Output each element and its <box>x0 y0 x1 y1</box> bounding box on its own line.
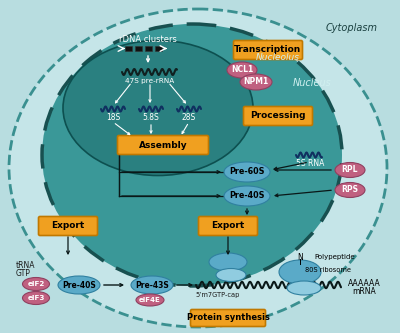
Ellipse shape <box>335 163 365 177</box>
FancyBboxPatch shape <box>198 216 258 235</box>
Text: Polypeptide: Polypeptide <box>314 254 355 260</box>
Text: eIF4E: eIF4E <box>139 297 161 303</box>
Text: AAAAAA: AAAAAA <box>348 279 380 288</box>
Text: 47S pre-rRNA: 47S pre-rRNA <box>125 78 175 84</box>
Text: Protein synthesis: Protein synthesis <box>186 313 270 322</box>
Ellipse shape <box>9 9 387 327</box>
FancyBboxPatch shape <box>244 107 312 126</box>
Bar <box>145 46 152 51</box>
Text: Pre-60S: Pre-60S <box>229 167 265 176</box>
Text: 28S: 28S <box>182 114 196 123</box>
FancyBboxPatch shape <box>190 309 266 326</box>
Bar <box>125 46 132 51</box>
Text: Processing: Processing <box>250 112 306 121</box>
Text: 5.8S: 5.8S <box>143 114 159 123</box>
Ellipse shape <box>131 276 173 294</box>
Ellipse shape <box>216 268 246 281</box>
Text: NPM1: NPM1 <box>243 78 269 87</box>
Bar <box>155 46 162 51</box>
Text: Pre-40S: Pre-40S <box>229 191 265 200</box>
Ellipse shape <box>224 186 270 206</box>
Ellipse shape <box>240 74 272 90</box>
Text: eIF3: eIF3 <box>27 295 45 301</box>
Ellipse shape <box>227 62 257 78</box>
Ellipse shape <box>287 281 321 295</box>
Text: 80S ribosome: 80S ribosome <box>305 267 351 273</box>
Text: Pre-40S: Pre-40S <box>62 280 96 289</box>
Text: Pre-43S: Pre-43S <box>135 280 169 289</box>
Ellipse shape <box>58 276 100 294</box>
Bar <box>135 46 142 51</box>
Text: eIF2: eIF2 <box>27 281 45 287</box>
Text: Export: Export <box>51 221 85 230</box>
Text: Nucleus: Nucleus <box>293 78 331 88</box>
Ellipse shape <box>335 182 365 197</box>
Text: mRNA: mRNA <box>352 287 376 296</box>
Text: RPL: RPL <box>342 166 358 174</box>
Ellipse shape <box>209 253 247 271</box>
Ellipse shape <box>22 277 50 290</box>
Ellipse shape <box>63 41 253 175</box>
Ellipse shape <box>42 24 342 286</box>
Text: 18S: 18S <box>106 114 120 123</box>
Text: GTP: GTP <box>16 268 31 277</box>
Text: Cytoplasm: Cytoplasm <box>326 23 378 33</box>
Text: Nucleolus: Nucleolus <box>256 54 300 63</box>
Ellipse shape <box>22 291 50 304</box>
Text: Export: Export <box>211 221 245 230</box>
Ellipse shape <box>224 162 270 182</box>
Ellipse shape <box>279 260 321 284</box>
Text: rDNA clusters: rDNA clusters <box>119 36 177 45</box>
Text: Assembly: Assembly <box>139 141 187 150</box>
Text: 5’m7GTP-cap: 5’m7GTP-cap <box>196 292 240 298</box>
FancyBboxPatch shape <box>234 41 302 60</box>
Text: NCL1: NCL1 <box>231 66 253 75</box>
Text: N: N <box>297 253 303 262</box>
FancyBboxPatch shape <box>118 136 208 155</box>
Text: 5S RNA: 5S RNA <box>296 160 324 168</box>
Text: Transcription: Transcription <box>234 46 302 55</box>
Text: tRNA: tRNA <box>16 260 36 269</box>
Ellipse shape <box>136 294 164 306</box>
FancyBboxPatch shape <box>38 216 98 235</box>
Text: RPS: RPS <box>342 185 358 194</box>
